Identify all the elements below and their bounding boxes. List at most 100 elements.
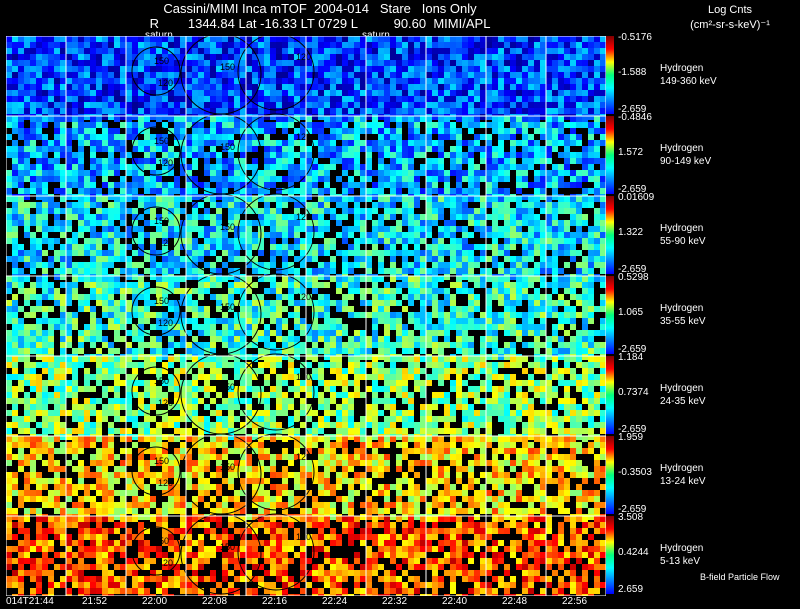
pitch-angle-label: 150 <box>154 216 169 226</box>
pitch-angle-label: 150 <box>220 222 235 232</box>
spectrogram-panel <box>126 116 186 200</box>
species-label: Hydrogen <box>660 143 704 154</box>
spectrogram-panel <box>306 116 366 200</box>
species-label: Hydrogen <box>660 463 704 474</box>
time-tick-label: 22:32 <box>382 596 408 607</box>
spectrogram-panel <box>186 356 246 440</box>
fov-contour <box>131 286 181 336</box>
spectrogram-panel <box>366 196 426 280</box>
energy-range-label: 13-24 keV <box>660 476 706 487</box>
subtitle-ephemeris: R 1344.84 Lat -16.33 LT 0729 L 90.60 MIM… <box>149 16 491 31</box>
spectrogram-panel <box>6 196 66 280</box>
spectrogram-panel <box>6 356 66 440</box>
spectrogram-panel <box>546 116 606 200</box>
pitch-angle-label: 120 <box>296 452 311 462</box>
colorbar-min-label: -2.659 <box>618 184 647 195</box>
spectrogram-panel <box>186 436 246 520</box>
spectrogram-panel <box>246 436 306 520</box>
time-tick-label: 22:08 <box>202 596 228 607</box>
time-tick-label: 21:52 <box>82 596 108 607</box>
spectrogram-panel <box>6 516 66 596</box>
colorbar <box>606 36 614 114</box>
spectrogram-panel <box>546 36 606 120</box>
colorbar-mid-label: -1.588 <box>618 67 647 78</box>
spectrogram-panel <box>486 116 546 200</box>
spectrogram-panel <box>186 36 246 120</box>
energy-range-label: 35-55 keV <box>660 316 706 327</box>
colorbar <box>606 276 614 354</box>
spectrogram-panel <box>66 116 126 200</box>
energy-range-label: 24-35 keV <box>660 396 706 407</box>
spectrogram-panel <box>126 436 186 520</box>
colorbar-min-label: -2.659 <box>618 504 647 515</box>
spectrogram-panel <box>486 36 546 120</box>
spectrogram-panel <box>426 276 486 360</box>
spectrogram-panel <box>426 36 486 120</box>
spectrogram-panel <box>306 276 366 360</box>
units-label-1: Log Cnts <box>707 4 753 16</box>
pitch-angle-label: 120 <box>296 292 311 302</box>
species-label: Hydrogen <box>660 303 704 314</box>
spectrogram-panel <box>126 356 186 440</box>
colorbar-max-label: 0.5298 <box>618 272 649 283</box>
species-energy-label: Hydrogen 149-360 keV <box>660 62 717 88</box>
colorbar-mid-label: 0.4244 <box>618 547 649 558</box>
colorbar-max-label: 0.01609 <box>618 192 655 203</box>
time-tick-label: 22:16 <box>262 596 288 607</box>
pitch-angle-label: 150 <box>220 382 235 392</box>
spectrogram-panel <box>186 116 246 200</box>
time-tick-label: 22:48 <box>502 596 528 607</box>
spectrogram-panel <box>366 356 426 440</box>
fov-contour <box>237 433 315 511</box>
spectrogram-panel <box>246 36 306 120</box>
time-tick-label: 22:24 <box>322 596 348 607</box>
spectrogram-panel <box>6 116 66 200</box>
spectrogram-panel <box>546 276 606 360</box>
pitch-angle-label: 120 <box>158 78 173 88</box>
spectrogram-panel <box>246 196 306 280</box>
pitch-angle-label: 120 <box>158 398 173 408</box>
spectrogram-panel <box>66 276 126 360</box>
fov-contour <box>131 126 181 176</box>
species-label: Hydrogen <box>660 63 704 74</box>
species-label: Hydrogen <box>660 223 704 234</box>
fov-contour <box>237 513 315 591</box>
spectrogram-panel <box>246 356 306 440</box>
pitch-angle-label: 150 <box>154 376 169 386</box>
energy-range-label: 55-90 keV <box>660 236 706 247</box>
spectrogram-panel <box>306 36 366 120</box>
pitch-angle-label: 150 <box>154 296 169 306</box>
fov-contour <box>131 206 181 256</box>
colorbar <box>606 516 614 594</box>
spectrogram-panel <box>66 356 126 440</box>
spectrogram-panel <box>66 196 126 280</box>
species-energy-label: Hydrogen 13-24 keV <box>660 462 706 488</box>
fov-contour <box>237 273 315 351</box>
spectrogram-panel <box>126 36 186 120</box>
colorbar-min-label: -2.659 <box>618 424 647 435</box>
spectrogram-panel <box>186 196 246 280</box>
colorbar-mid-label: 0.7374 <box>618 387 649 398</box>
colorbar-mid-label: 1.065 <box>618 307 644 318</box>
spectrogram-panel <box>366 436 426 520</box>
pitch-angle-label: 120 <box>296 372 311 382</box>
spectrogram-panel <box>66 36 126 120</box>
energy-range-label: 5-13 keV <box>660 556 701 567</box>
time-tick-label: 014T21:44 <box>6 596 54 607</box>
colorbar-min-label: -2.659 <box>618 344 647 355</box>
time-tick-label: 22:40 <box>442 596 468 607</box>
time-tick-label: 22:56 <box>562 596 588 607</box>
units-label-2: (cm²-sr-s-keV)⁻¹ <box>690 19 770 31</box>
fov-contour <box>131 446 181 496</box>
pitch-angle-label: 120 <box>158 158 173 168</box>
spectrogram-panel <box>306 516 366 596</box>
colorbar-max-label: -0.4846 <box>618 112 652 123</box>
spectrogram-panel <box>306 356 366 440</box>
pitch-angle-label: 150 <box>154 536 169 546</box>
spectrogram-panel <box>366 276 426 360</box>
spectrogram-panel <box>6 276 66 360</box>
species-label: Hydrogen <box>660 383 704 394</box>
pitch-angle-label: 150 <box>220 302 235 312</box>
bfield-particle-flow-label: B-field Particle Flow <box>700 572 780 582</box>
fov-contour <box>131 46 181 96</box>
